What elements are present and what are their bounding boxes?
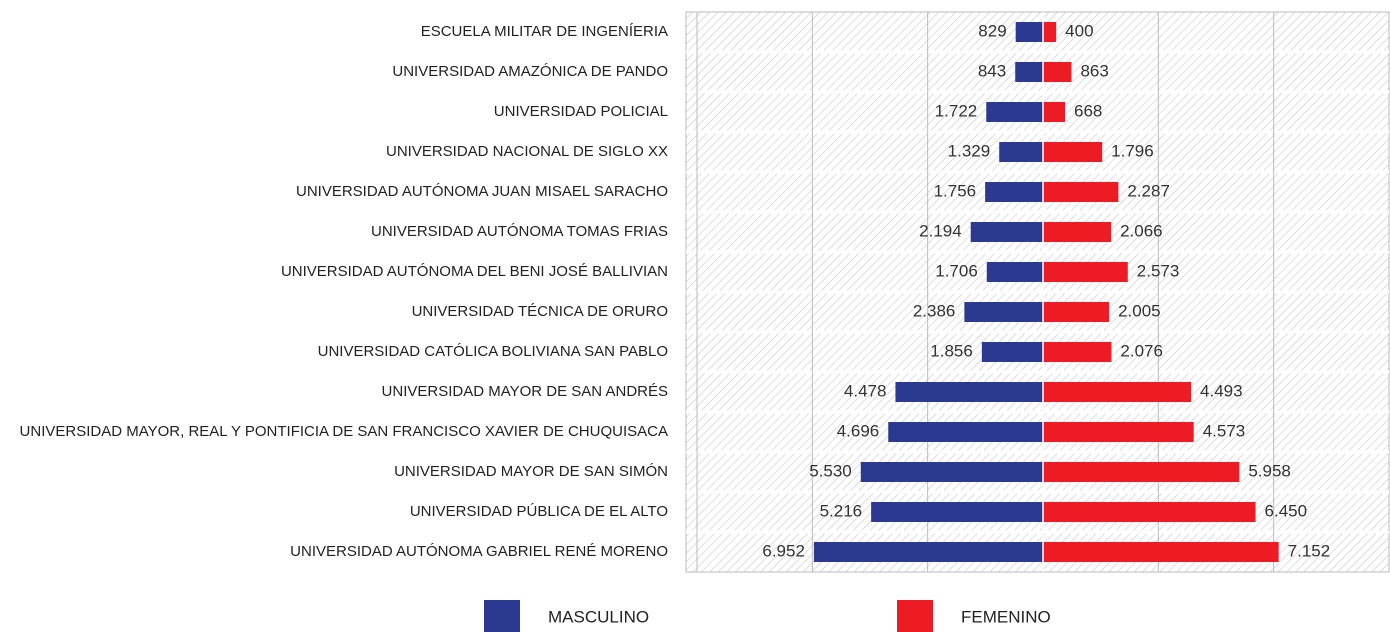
bar	[860, 462, 1043, 482]
bar	[1043, 222, 1112, 242]
bar	[999, 142, 1043, 162]
category-label: UNIVERSIDAD POLICIAL	[494, 103, 668, 120]
bar	[1043, 142, 1103, 162]
value-label: 5.958	[1248, 461, 1291, 480]
category-label: UNIVERSIDAD AUTÓNOMA TOMAS FRIAS	[371, 223, 668, 240]
bar	[1043, 102, 1066, 122]
category-label: ESCUELA MILITAR DE INGENÍERIA	[421, 23, 668, 40]
value-label: 1.796	[1111, 141, 1154, 160]
value-label: 2.005	[1118, 301, 1161, 320]
bar	[813, 542, 1043, 562]
legend-swatch	[484, 600, 520, 632]
bar	[970, 222, 1043, 242]
bar	[1043, 302, 1110, 322]
category-label: UNIVERSIDAD MAYOR DE SAN SIMÓN	[394, 463, 668, 480]
bar	[986, 102, 1043, 122]
value-label: 2.076	[1120, 341, 1163, 360]
bar	[871, 502, 1043, 522]
category-label: UNIVERSIDAD PÚBLICA DE EL ALTO	[410, 503, 668, 520]
value-label: 1.706	[935, 261, 978, 280]
bar	[985, 182, 1043, 202]
value-label: 1.722	[935, 101, 978, 120]
bar	[1043, 182, 1119, 202]
legend-swatch	[897, 600, 933, 632]
value-label: 1.756	[934, 181, 977, 200]
bar	[1015, 22, 1043, 42]
value-label: 668	[1074, 101, 1102, 120]
value-label: 5.530	[809, 461, 852, 480]
bar	[1043, 422, 1194, 442]
value-label: 6.952	[762, 541, 805, 560]
category-label: UNIVERSIDAD NACIONAL DE SIGLO XX	[386, 143, 668, 160]
value-label: 6.450	[1265, 501, 1308, 520]
bar	[1043, 262, 1128, 282]
value-label: 400	[1065, 21, 1093, 40]
bar	[1043, 462, 1240, 482]
category-label: UNIVERSIDAD AUTÓNOMA DEL BENI JOSÉ BALLI…	[281, 263, 668, 280]
value-label: 2.386	[913, 301, 956, 320]
value-label: 4.573	[1203, 421, 1246, 440]
category-label: UNIVERSIDAD MAYOR DE SAN ANDRÉS	[382, 383, 668, 400]
bar	[1043, 382, 1192, 402]
value-label: 2.194	[919, 221, 962, 240]
value-label: 4.478	[844, 381, 887, 400]
value-label: 863	[1080, 61, 1108, 80]
value-label: 2.066	[1120, 221, 1163, 240]
bar	[1043, 22, 1057, 42]
value-label: 1.329	[948, 141, 991, 160]
bar	[1043, 542, 1279, 562]
category-label: UNIVERSIDAD AUTÓNOMA GABRIEL RENÉ MORENO	[290, 543, 668, 560]
category-label: UNIVERSIDAD AUTÓNOMA JUAN MISAEL SARACHO	[296, 183, 668, 200]
bar	[1043, 342, 1112, 362]
value-label: 7.152	[1288, 541, 1331, 560]
bar	[1043, 502, 1256, 522]
value-label: 2.573	[1137, 261, 1180, 280]
bar	[895, 382, 1043, 402]
bar	[1043, 62, 1072, 82]
value-label: 2.287	[1127, 181, 1170, 200]
value-label: 4.696	[837, 421, 880, 440]
legend-label: MASCULINO	[548, 607, 649, 626]
bar	[964, 302, 1043, 322]
category-label: UNIVERSIDAD MAYOR, REAL Y PONTIFICIA DE …	[20, 423, 668, 440]
value-label: 4.493	[1200, 381, 1243, 400]
value-label: 843	[978, 61, 1006, 80]
value-label: 829	[978, 21, 1006, 40]
value-label: 5.216	[820, 501, 863, 520]
category-label: UNIVERSIDAD CATÓLICA BOLIVIANA SAN PABLO	[318, 343, 668, 360]
bar	[981, 342, 1043, 362]
category-label: UNIVERSIDAD TÉCNICA DE ORURO	[412, 303, 668, 320]
bar	[986, 262, 1043, 282]
category-label: UNIVERSIDAD AMAZÓNICA DE PANDO	[392, 63, 668, 80]
bar	[888, 422, 1043, 442]
value-label: 1.856	[930, 341, 973, 360]
legend-label: FEMENINO	[961, 607, 1051, 626]
bar	[1015, 62, 1043, 82]
